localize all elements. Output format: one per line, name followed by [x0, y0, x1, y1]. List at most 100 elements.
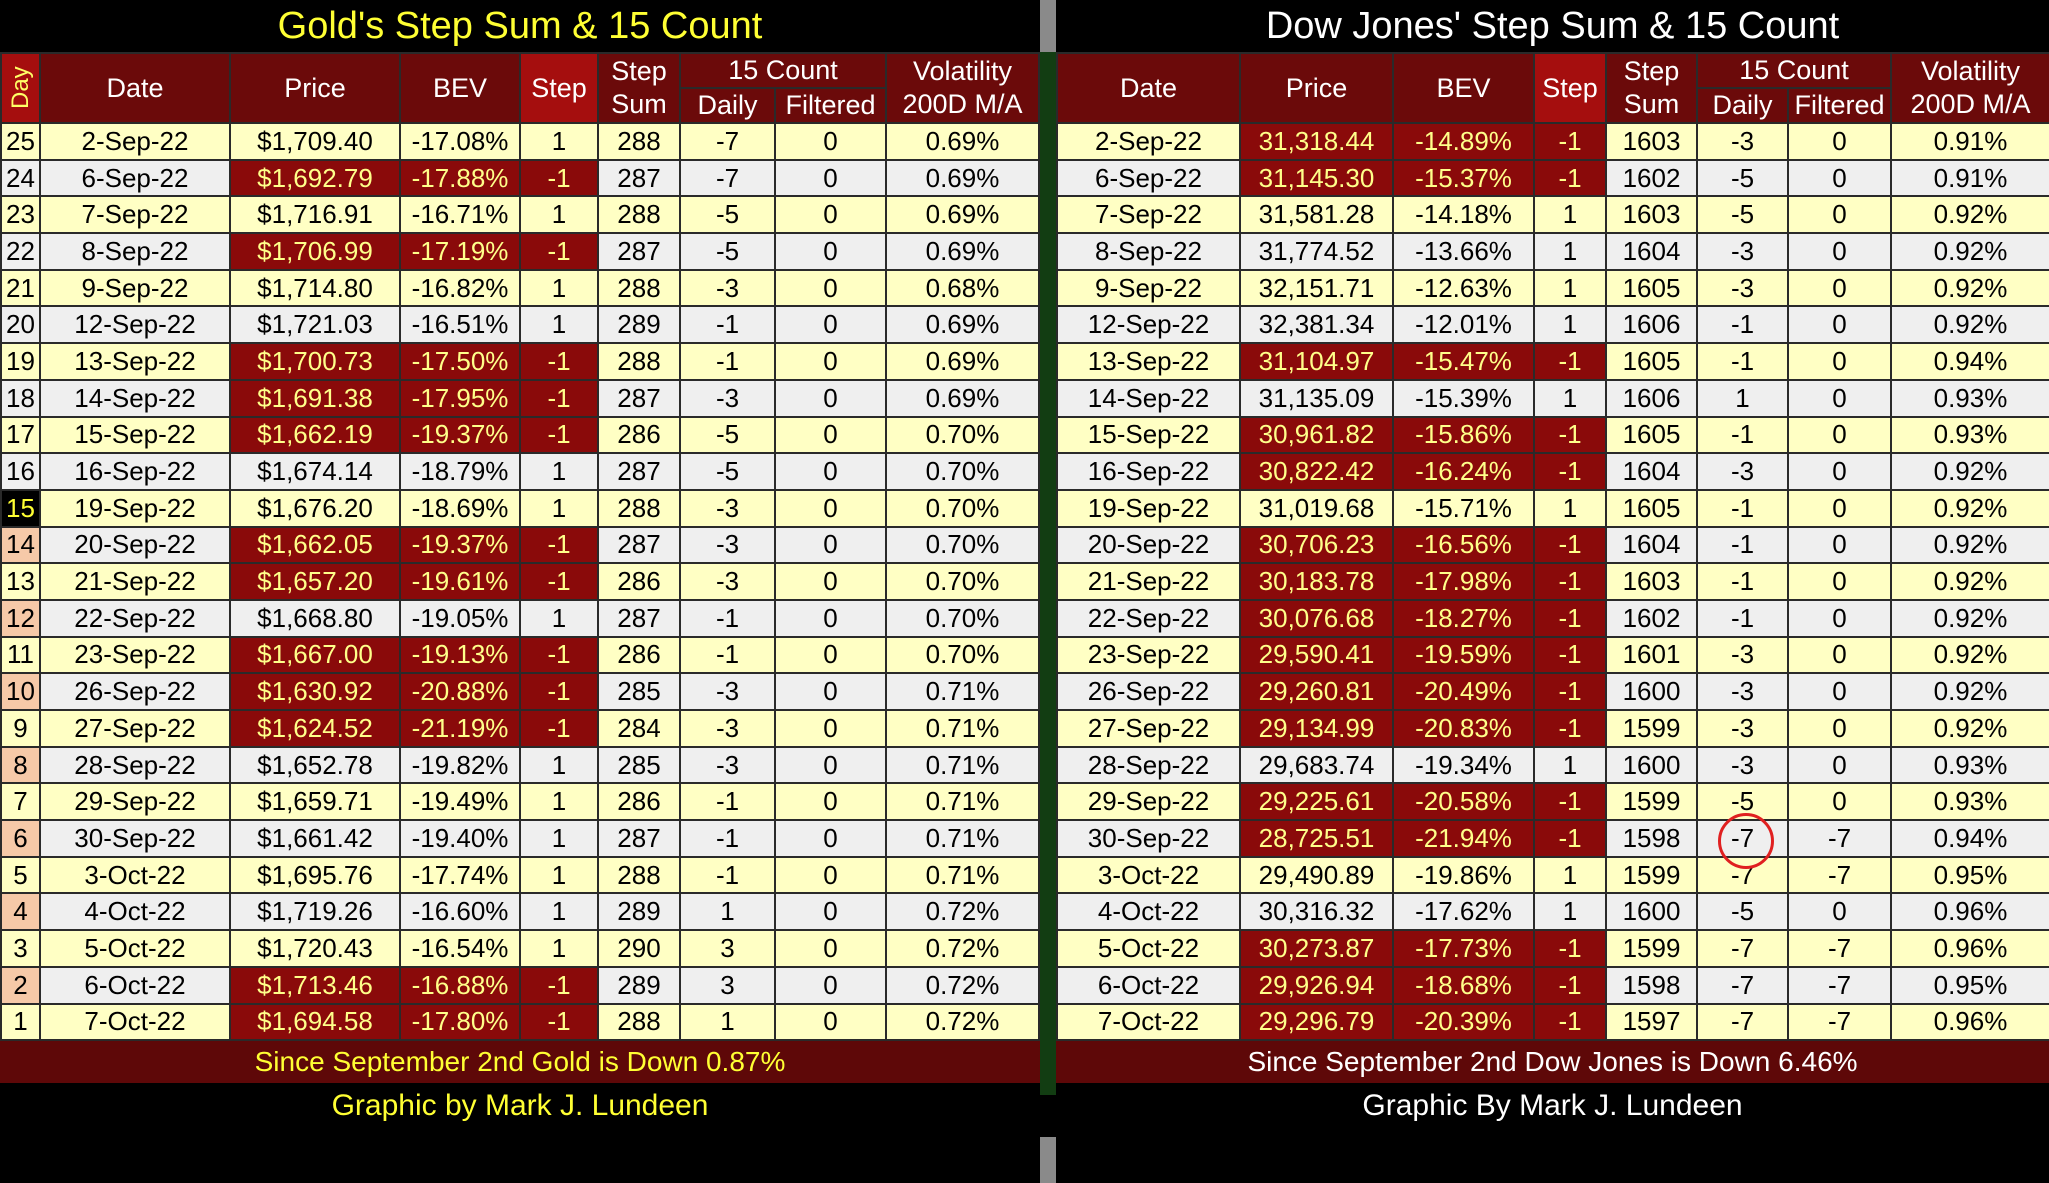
daily-cell: 1	[1696, 378, 1789, 418]
step-cell: -1	[1533, 122, 1607, 161]
data-row: 26-Sep-22 29,260.81 -20.49% -1 1600 -3 0 0.92%	[1056, 672, 2049, 711]
day-cell: 24	[0, 158, 41, 198]
step-cell: -1	[1533, 598, 1607, 638]
filtered-cell: 0	[774, 892, 887, 932]
step-sum-cell: 1605	[1605, 342, 1698, 381]
price-cell: 30,183.78	[1239, 562, 1394, 601]
daily-cell: -3	[1696, 232, 1789, 271]
price-cell: 31,581.28	[1239, 195, 1394, 235]
daily-cell: -1	[1696, 562, 1789, 601]
volatility-cell: 0.96%	[1890, 892, 2049, 932]
date-cell: 20-Sep-22	[39, 525, 231, 565]
price-cell: 28,725.51	[1239, 819, 1394, 858]
daily-cell: -1	[1696, 488, 1789, 528]
date-cell: 9-Sep-22	[1056, 268, 1241, 308]
data-row: 24 6-Sep-22 $1,692.79 -17.88% -1 287 -7 0 0.69%	[0, 158, 1040, 198]
step-sum-cell: 1606	[1605, 378, 1698, 418]
filtered-cell: -7	[1787, 1002, 1892, 1042]
bev-cell: -19.37%	[399, 525, 521, 565]
volatility-cell: 0.93%	[1890, 378, 2049, 418]
data-row: 10 26-Sep-22 $1,630.92 -20.88% -1 285 -3 0 0.71%	[0, 672, 1040, 711]
step-cell: -1	[1533, 342, 1607, 381]
filtered-cell: -7	[1787, 819, 1892, 858]
bev-cell: -14.18%	[1392, 195, 1535, 235]
step-sum-cell: 288	[597, 342, 681, 381]
daily-cell: -3	[679, 378, 776, 418]
count-header: 15 Count	[679, 52, 887, 89]
step-sum-cell: 288	[597, 122, 681, 161]
step-cell: 1	[519, 488, 599, 528]
data-row: 27-Sep-22 29,134.99 -20.83% -1 1599 -3 0 0.92%	[1056, 709, 2049, 748]
volatility-cell: 0.72%	[885, 965, 1040, 1005]
daily-cell: 1	[679, 1002, 776, 1042]
date-cell: 21-Sep-22	[1056, 562, 1241, 601]
header-row: Date Price BEV Step Step Sum 15 Count Volatilit…	[1056, 52, 2049, 124]
filtered-cell: 0	[1787, 782, 1892, 822]
gold-title: Gold's Step Sum & 15 Count	[0, 0, 1040, 52]
date-cell: 19-Sep-22	[1056, 488, 1241, 528]
bev-cell: -18.68%	[1392, 965, 1535, 1005]
step-sum-cell: 1605	[1605, 488, 1698, 528]
step-cell: -1	[1533, 1002, 1607, 1042]
data-row: 6-Sep-22 31,145.30 -15.37% -1 1602 -5 0 0.91%	[1056, 158, 2049, 198]
filtered-cell: 0	[774, 855, 887, 895]
daily-cell: -1	[679, 782, 776, 822]
volatility-cell: 0.92%	[1890, 562, 2049, 601]
price-cell: 29,296.79	[1239, 1002, 1394, 1042]
bev-cell: -16.60%	[399, 892, 521, 932]
volatility-cell: 0.92%	[1890, 268, 2049, 308]
day-cell: 8	[0, 745, 41, 785]
step-cell: -1	[519, 709, 599, 748]
step-sum-cell: 288	[597, 268, 681, 308]
data-row: 15-Sep-22 30,961.82 -15.86% -1 1605 -1 0 0.93%	[1056, 415, 2049, 455]
daily-cell: -3	[1696, 268, 1789, 308]
daily-cell: -7	[1696, 929, 1789, 968]
bev-cell: -17.50%	[399, 342, 521, 381]
bev-cell: -20.88%	[399, 672, 521, 711]
step-cell: 1	[519, 122, 599, 161]
step-cell: -1	[1533, 819, 1607, 858]
data-row: 2-Sep-22 31,318.44 -14.89% -1 1603 -3 0 0.91%	[1056, 122, 2049, 161]
data-row: 4 4-Oct-22 $1,719.26 -16.60% 1 289 1 0 0.72%	[0, 892, 1040, 932]
date-cell: 26-Sep-22	[39, 672, 231, 711]
volatility-cell: 0.92%	[1890, 488, 2049, 528]
step-cell: -1	[519, 635, 599, 675]
bev-cell: -17.98%	[1392, 562, 1535, 601]
date-cell: 13-Sep-22	[1056, 342, 1241, 381]
step-sum-cell: 288	[597, 195, 681, 235]
price-cell: 32,381.34	[1239, 305, 1394, 345]
filtered-cell: 0	[774, 672, 887, 711]
daily-cell: -1	[1696, 342, 1789, 381]
step-cell: 1	[1533, 195, 1607, 235]
price-cell: $1,706.99	[229, 232, 401, 271]
volatility-cell: 0.92%	[1890, 232, 2049, 271]
bev-cell: -19.61%	[399, 562, 521, 601]
step-cell: 1	[1533, 855, 1607, 895]
data-row: 8 28-Sep-22 $1,652.78 -19.82% 1 285 -3 0 0.71%	[0, 745, 1040, 785]
step-cell: 1	[1533, 378, 1607, 418]
daily-header: Daily	[1696, 87, 1789, 124]
daily-cell: -5	[679, 415, 776, 455]
bev-cell: -17.95%	[399, 378, 521, 418]
daily-cell: -1	[679, 635, 776, 675]
filtered-cell: 0	[1787, 305, 1892, 345]
bev-cell: -16.51%	[399, 305, 521, 345]
bev-cell: -15.86%	[1392, 415, 1535, 455]
step-sum-header-line: Sum	[1623, 89, 1680, 119]
price-cell: $1,674.14	[229, 452, 401, 491]
daily-cell: -3	[1696, 635, 1789, 675]
bev-cell: -20.83%	[1392, 709, 1535, 748]
date-cell: 28-Sep-22	[1056, 745, 1241, 785]
step-sum-cell: 286	[597, 635, 681, 675]
daily-cell: -5	[679, 232, 776, 271]
filtered-cell: 0	[774, 709, 887, 748]
filtered-cell: 0	[774, 305, 887, 345]
price-cell: $1,691.38	[229, 378, 401, 418]
data-row: 2 6-Oct-22 $1,713.46 -16.88% -1 289 3 0 0.72%	[0, 965, 1040, 1005]
bev-cell: -19.40%	[399, 819, 521, 858]
price-cell: $1,700.73	[229, 342, 401, 381]
volatility-header-line: Volatility	[1920, 56, 2021, 86]
data-row: 9 27-Sep-22 $1,624.52 -21.19% -1 284 -3 0 0.71%	[0, 709, 1040, 748]
volatility-cell: 0.70%	[885, 488, 1040, 528]
price-cell: $1,695.76	[229, 855, 401, 895]
